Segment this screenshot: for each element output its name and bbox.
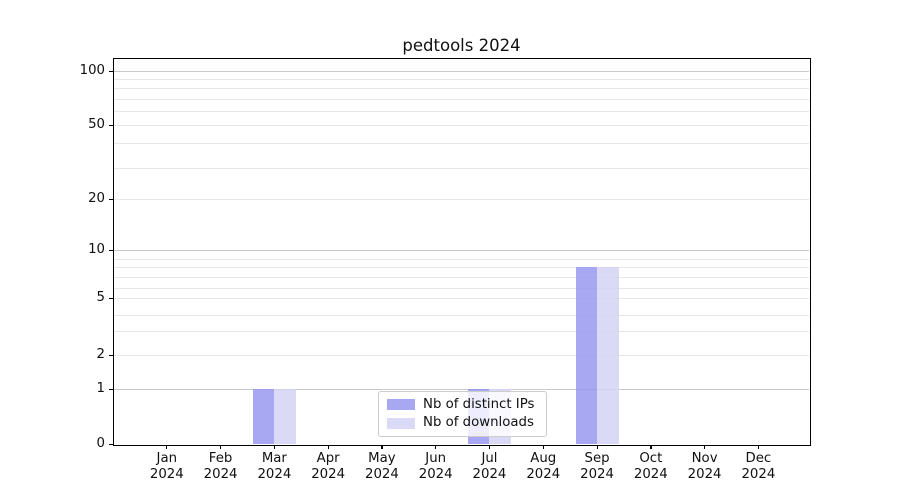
y-tick-mark	[109, 298, 113, 300]
gridline-minor	[114, 88, 809, 89]
x-tick-label: Mar 2024	[257, 451, 292, 482]
x-tick-mark	[542, 445, 544, 449]
plot-area	[113, 58, 811, 446]
y-tick-label: 5	[96, 290, 105, 305]
gridline-minor	[114, 331, 809, 332]
gridline-major	[114, 250, 809, 251]
y-tick-mark	[109, 250, 113, 252]
gridline-major	[114, 389, 809, 390]
legend-label: Nb of downloads	[423, 415, 534, 431]
gridline-minor	[114, 168, 809, 169]
y-tick-mark	[109, 199, 113, 201]
x-tick-mark	[220, 445, 222, 449]
x-tick-label: Aug 2024	[526, 451, 561, 482]
y-tick-label: 1	[96, 381, 105, 396]
gridline-major	[114, 71, 809, 72]
x-tick-mark	[273, 445, 276, 449]
x-tick-label: Sep 2024	[580, 451, 614, 482]
y-tick-mark	[109, 355, 113, 357]
legend-swatch-distinct-ips-icon	[387, 399, 415, 411]
y-tick-mark	[109, 389, 113, 391]
x-tick-mark	[704, 445, 706, 449]
x-tick-mark	[381, 445, 383, 449]
bar-distinct-ips	[575, 267, 598, 444]
chart-title: pedtools 2024	[402, 36, 521, 55]
gridline-minor	[114, 267, 809, 268]
legend: Nb of distinct IPs Nb of downloads	[378, 391, 547, 437]
x-tick-label: Dec 2024	[741, 451, 776, 482]
x-tick-mark	[757, 445, 760, 449]
y-tick-mark	[109, 71, 113, 73]
x-tick-label: Jun 2024	[418, 451, 453, 482]
x-tick-mark	[650, 445, 652, 449]
gridline-minor	[114, 355, 809, 356]
gridline-minor	[114, 288, 809, 289]
x-tick-mark	[327, 445, 329, 449]
gridline-minor	[114, 277, 809, 278]
x-tick-label: May 2024	[364, 451, 399, 482]
legend-label: Nb of distinct IPs	[423, 396, 535, 412]
y-tick-mark	[109, 444, 113, 446]
gridline-minor	[114, 99, 809, 100]
x-tick-label: Jul 2024	[472, 451, 507, 482]
x-tick-mark	[166, 445, 168, 449]
bar-distinct-ips	[252, 389, 275, 444]
x-tick-mark	[596, 445, 598, 449]
bar-downloads	[597, 267, 619, 444]
legend-item: Nb of distinct IPs	[387, 397, 538, 413]
y-tick-label: 0	[96, 436, 105, 451]
legend-item: Nb of downloads	[387, 415, 538, 431]
x-tick-label: Nov 2024	[687, 451, 722, 482]
y-tick-label: 50	[88, 117, 105, 132]
x-tick-label: Apr 2024	[311, 451, 346, 482]
gridline-minor	[114, 111, 809, 112]
x-tick-mark	[435, 445, 437, 449]
gridline-minor	[114, 143, 809, 144]
bar-downloads	[274, 389, 296, 444]
legend-swatch-downloads-icon	[387, 417, 415, 429]
gridline-minor	[114, 199, 809, 200]
y-tick-label: 2	[96, 347, 105, 362]
gridline-minor	[114, 315, 809, 316]
y-tick-mark	[109, 125, 113, 127]
x-tick-label: Jan 2024	[149, 451, 184, 482]
gridline-minor	[114, 125, 809, 126]
gridline-minor	[114, 79, 809, 80]
x-tick-label: Feb 2024	[203, 451, 238, 482]
gridline-minor	[114, 259, 809, 260]
y-tick-label: 10	[88, 242, 105, 257]
gridline-minor	[114, 298, 809, 299]
y-tick-label: 20	[88, 191, 105, 206]
y-tick-label: 100	[79, 63, 105, 78]
x-tick-label: Oct 2024	[633, 451, 668, 482]
x-tick-mark	[488, 445, 491, 449]
